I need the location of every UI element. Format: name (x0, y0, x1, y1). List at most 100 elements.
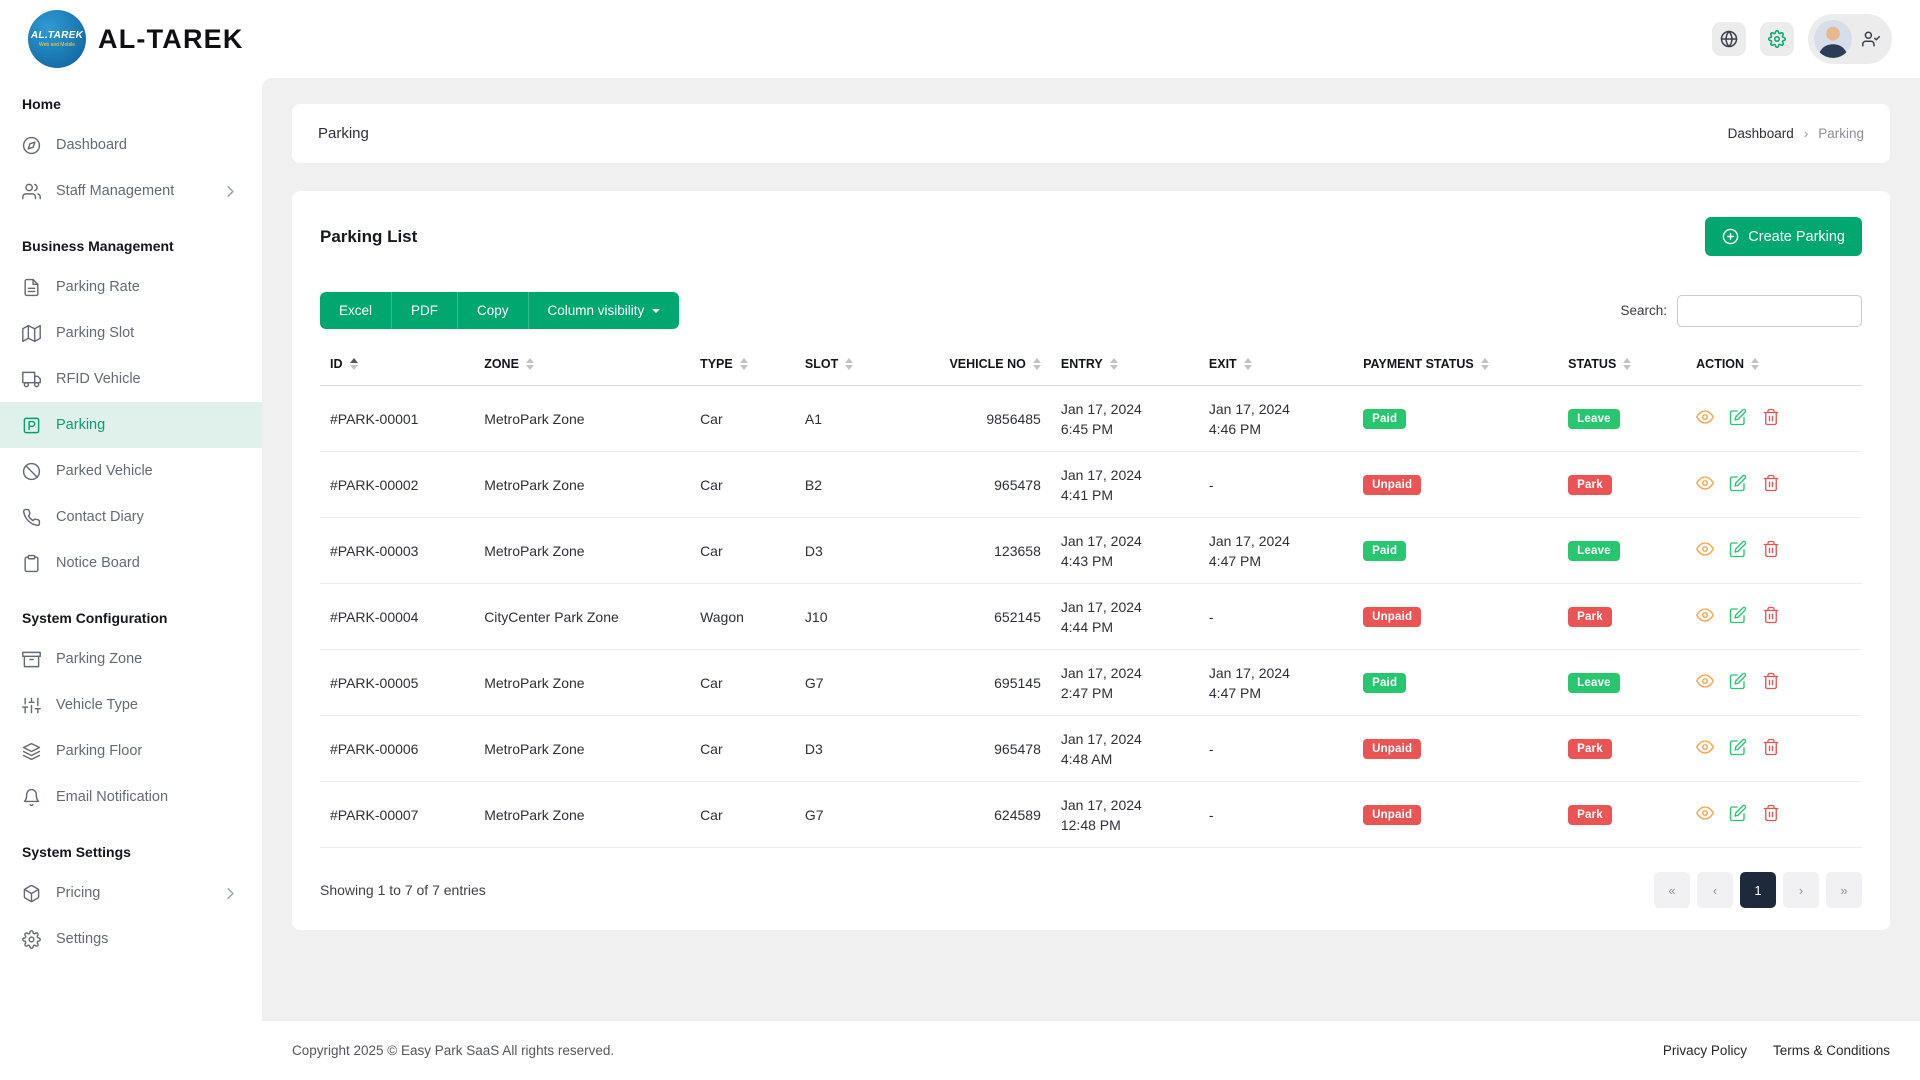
cell-zone: CityCenter Park Zone (474, 583, 691, 650)
column-header-action[interactable]: ACTION (1686, 343, 1862, 386)
sidebar-item-settings[interactable]: Settings (0, 916, 262, 962)
status-badge: Leave (1568, 672, 1620, 693)
payment-status-badge: Paid (1363, 408, 1407, 429)
excel-button[interactable]: Excel (320, 292, 392, 329)
view-button[interactable] (1696, 606, 1714, 624)
pdf-button[interactable]: PDF (391, 292, 458, 329)
view-button[interactable] (1696, 804, 1714, 822)
edit-button[interactable] (1729, 540, 1747, 558)
column-header-id[interactable]: ID (320, 343, 475, 386)
column-header-payment-status[interactable]: PAYMENT STATUS (1353, 343, 1559, 386)
column-header-zone[interactable]: ZONE (474, 343, 691, 386)
edit-button[interactable] (1729, 672, 1747, 690)
top-header: AL.TAREK Web and Mobile AL-TAREK (0, 0, 1920, 78)
sidebar-item-staff-management[interactable]: Staff Management (0, 168, 262, 214)
cell-payment-status: Paid (1353, 649, 1559, 716)
edit-button[interactable] (1729, 738, 1747, 756)
edit-icon (1729, 672, 1747, 690)
edit-button[interactable] (1729, 474, 1747, 492)
sidebar-item-label: RFID Vehicle (56, 371, 141, 387)
cell-id: #PARK-00002 (320, 451, 475, 518)
edit-button[interactable] (1729, 804, 1747, 822)
sidebar-item-parking[interactable]: Parking (0, 402, 262, 448)
delete-button[interactable] (1762, 738, 1780, 756)
view-button[interactable] (1696, 672, 1714, 690)
pagination-page-1[interactable]: 1 (1740, 872, 1776, 908)
sidebar-item-parking-slot[interactable]: Parking Slot (0, 310, 262, 356)
pagination-prev[interactable]: ‹ (1697, 872, 1733, 908)
sidebar-item-parked-vehicle[interactable]: Parked Vehicle (0, 448, 262, 494)
cell-vehicle-no: 965478 (915, 715, 1051, 782)
settings-button[interactable] (1760, 22, 1794, 56)
delete-button[interactable] (1762, 672, 1780, 690)
pagination-first[interactable]: « (1654, 872, 1690, 908)
edit-icon (1729, 804, 1747, 822)
breadcrumb-link-dashboard[interactable]: Dashboard (1727, 126, 1794, 141)
view-button[interactable] (1696, 408, 1714, 426)
sidebar-item-dashboard[interactable]: Dashboard (0, 122, 262, 168)
column-header-exit[interactable]: EXIT (1198, 343, 1354, 386)
brand[interactable]: AL.TAREK Web and Mobile AL-TAREK (28, 10, 244, 68)
cell-zone: MetroPark Zone (474, 715, 691, 782)
sidebar-item-contact-diary[interactable]: Contact Diary (0, 494, 262, 540)
privacy-policy-link[interactable]: Privacy Policy (1662, 1043, 1747, 1058)
delete-button[interactable] (1762, 606, 1780, 624)
sidebar-item-email-notification[interactable]: Email Notification (0, 774, 262, 820)
cell-payment-status: Unpaid (1353, 583, 1559, 650)
sidebar-item-parking-rate[interactable]: Parking Rate (0, 264, 262, 310)
sort-icon (349, 358, 358, 370)
copy-button[interactable]: Copy (457, 292, 528, 329)
delete-button[interactable] (1762, 804, 1780, 822)
layout: Home Dashboard Staff Management Business Ma… (0, 78, 1920, 1080)
view-button[interactable] (1696, 738, 1714, 756)
view-button[interactable] (1696, 540, 1714, 558)
table-row: #PARK-00006 MetroPark Zone Car D3 965478 Jan … (320, 715, 1862, 782)
table-row: #PARK-00007 MetroPark Zone Car G7 624589 Jan … (320, 781, 1862, 848)
column-header-status[interactable]: STATUS (1558, 343, 1687, 386)
box-icon (22, 884, 41, 903)
sidebar-item-label: Notice Board (56, 555, 140, 571)
sidebar-item-notice-board[interactable]: Notice Board (0, 540, 262, 586)
create-parking-button[interactable]: Create Parking (1705, 217, 1862, 256)
cell-exit: Jan 17, 2024 4:47 PM (1198, 517, 1354, 584)
sort-icon (1623, 358, 1632, 370)
edit-button[interactable] (1729, 408, 1747, 426)
payment-status-badge: Paid (1363, 540, 1407, 561)
sidebar-item-pricing[interactable]: Pricing (0, 870, 262, 916)
cell-status: Leave (1558, 385, 1687, 452)
cell-entry: Jan 17, 2024 2:47 PM (1050, 649, 1199, 716)
search-input[interactable] (1677, 294, 1862, 327)
column-visibility-button[interactable]: Column visibility (527, 292, 680, 329)
chevron-right-icon (221, 182, 240, 201)
edit-button[interactable] (1729, 606, 1747, 624)
cell-vehicle-no: 652145 (915, 583, 1051, 650)
delete-button[interactable] (1762, 474, 1780, 492)
avatar (1814, 20, 1852, 58)
table-row: #PARK-00001 MetroPark Zone Car A1 9856485 Jan… (320, 385, 1862, 452)
column-header-type[interactable]: TYPE (690, 343, 795, 386)
delete-button[interactable] (1762, 408, 1780, 426)
pagination-last[interactable]: » (1826, 872, 1862, 908)
sort-icon (1109, 358, 1118, 370)
translate-button[interactable] (1712, 22, 1746, 56)
sort-icon (1032, 358, 1041, 370)
table-row: #PARK-00003 MetroPark Zone Car D3 123658 Jan … (320, 517, 1862, 584)
delete-button[interactable] (1762, 540, 1780, 558)
sidebar-item-rfid-vehicle[interactable]: RFID Vehicle (0, 356, 262, 402)
view-button[interactable] (1696, 474, 1714, 492)
terms-link[interactable]: Terms & Conditions (1772, 1043, 1890, 1058)
profile-menu[interactable] (1808, 14, 1892, 64)
sidebar-item-vehicle-type[interactable]: Vehicle Type (0, 682, 262, 728)
sidebar-item-parking-zone[interactable]: Parking Zone (0, 636, 262, 682)
cell-status: Leave (1558, 649, 1687, 716)
sidebar-nav: Home Dashboard Staff Management Business Ma… (0, 78, 262, 1080)
cell-slot: G7 (794, 781, 916, 848)
sidebar-item-parking-floor[interactable]: Parking Floor (0, 728, 262, 774)
column-header-slot[interactable]: SLOT (794, 343, 916, 386)
column-header-vehicle-no[interactable]: VEHICLE NO (915, 343, 1051, 386)
column-header-entry[interactable]: ENTRY (1050, 343, 1199, 386)
edit-icon (1729, 540, 1747, 558)
page-footer: Copyright 2025 © Easy Park SaaS All righ… (262, 1021, 1920, 1080)
pagination-next[interactable]: › (1783, 872, 1819, 908)
